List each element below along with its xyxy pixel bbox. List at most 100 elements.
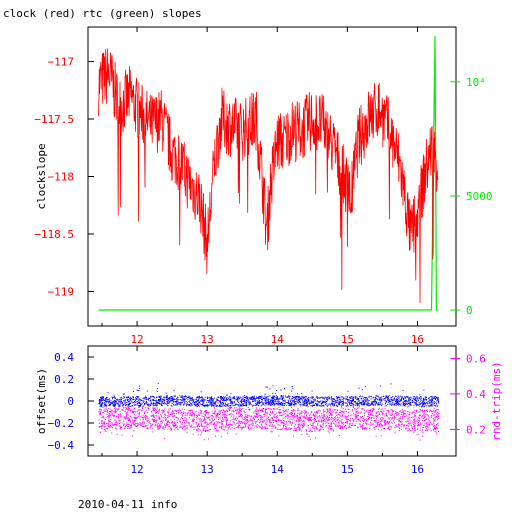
rnd-trip-point [325,425,327,426]
offset-point [166,401,168,403]
offset-point [285,404,287,406]
offset-point [206,402,208,404]
offset-point [272,397,273,399]
rnd-trip-point [141,426,143,427]
offset-point [267,399,269,401]
rnd-trip-point [184,425,186,427]
rnd-trip-point [362,409,364,410]
offset-point [172,404,174,405]
rnd-trip-point [411,420,413,422]
offset-point [291,386,293,387]
offset-point [230,398,231,400]
offset-point [134,401,136,402]
rnd-trip-point [115,421,117,423]
offset-point [364,385,366,387]
offset-point [272,398,274,400]
offset-point [216,404,218,406]
offset-point [338,401,340,403]
offset-point [173,401,175,403]
rnd-trip-point [103,412,104,414]
offset-point [272,396,274,398]
offset-point [312,404,314,406]
rnd-trip-point [254,412,256,414]
rnd-trip-point [216,424,218,426]
rnd-trip-point [170,427,172,429]
rnd-trip-point [400,429,402,431]
offset-point [184,398,186,400]
rnd-trip-point [321,421,323,423]
offset-point [267,396,269,398]
offset-point [154,405,156,406]
offset-point [267,402,269,404]
offset-point [354,401,356,403]
rnd-trip-point [300,419,302,421]
rnd-trip-point [299,417,301,419]
offset-point [270,400,272,401]
offset-point [230,400,232,402]
rnd-trip-point [102,423,104,425]
rnd-trip-point [329,414,331,416]
offset-point [271,400,273,402]
rnd-trip-point [426,410,428,412]
offset-point [422,404,424,406]
rnd-trip-point [433,429,434,431]
offset-point [404,400,406,401]
rnd-trip-point [412,425,414,427]
rnd-trip-point [104,422,106,423]
offset-point [215,400,217,402]
offset-point [148,399,149,401]
offset-point [248,402,250,403]
rnd-trip-point [332,410,334,412]
offset-point [415,404,417,405]
x-tick-label: 14 [271,463,285,476]
rnd-trip-point [405,428,407,430]
rnd-trip-point [286,414,288,416]
offset-point [144,403,145,405]
rnd-trip-point [109,426,111,428]
offset-point [156,401,158,403]
rnd-trip-point [376,422,378,424]
rnd-trip-point [226,419,228,420]
rnd-trip-point [363,409,365,411]
rnd-trip-point [264,426,266,428]
rnd-trip-point [253,424,255,426]
rnd-trip-point [335,409,337,410]
offset-point [291,398,293,400]
rnd-trip-point [400,426,402,428]
rnd-trip-point [203,439,205,441]
offset-point [424,403,426,404]
rnd-trip-point [210,429,211,431]
rnd-trip-point [435,427,436,429]
offset-point [343,401,345,403]
offset-point [166,396,168,398]
offset-point [233,401,235,403]
rnd-trip-point [204,411,206,413]
offset-point [172,396,174,398]
rnd-trip-point [349,418,351,420]
rnd-trip-point [422,432,424,434]
offset-point [414,402,416,404]
offset-point [161,398,163,400]
rnd-trip-point [260,424,262,426]
rnd-trip-point [333,409,335,411]
offset-point [158,399,160,400]
rnd-trip-point [407,411,408,412]
rnd-trip-point [376,416,378,418]
rnd-trip-point [140,423,142,425]
offset-point [326,403,328,405]
offset-point [281,399,283,401]
offset-point [328,398,330,400]
rnd-trip-point [272,408,274,410]
rnd-trip-point [137,410,139,412]
rnd-trip-point [372,413,374,415]
rnd-trip-point [388,421,390,423]
offset-point [423,403,425,405]
rnd-trip-point [114,410,116,412]
rnd-trip-point [180,412,182,414]
rnd-trip-point [305,410,306,412]
rnd-trip-point [122,422,124,424]
rnd-trip-point [265,423,267,425]
rnd-trip-point [402,423,404,425]
offset-point [305,400,307,402]
offset-point [399,400,401,402]
